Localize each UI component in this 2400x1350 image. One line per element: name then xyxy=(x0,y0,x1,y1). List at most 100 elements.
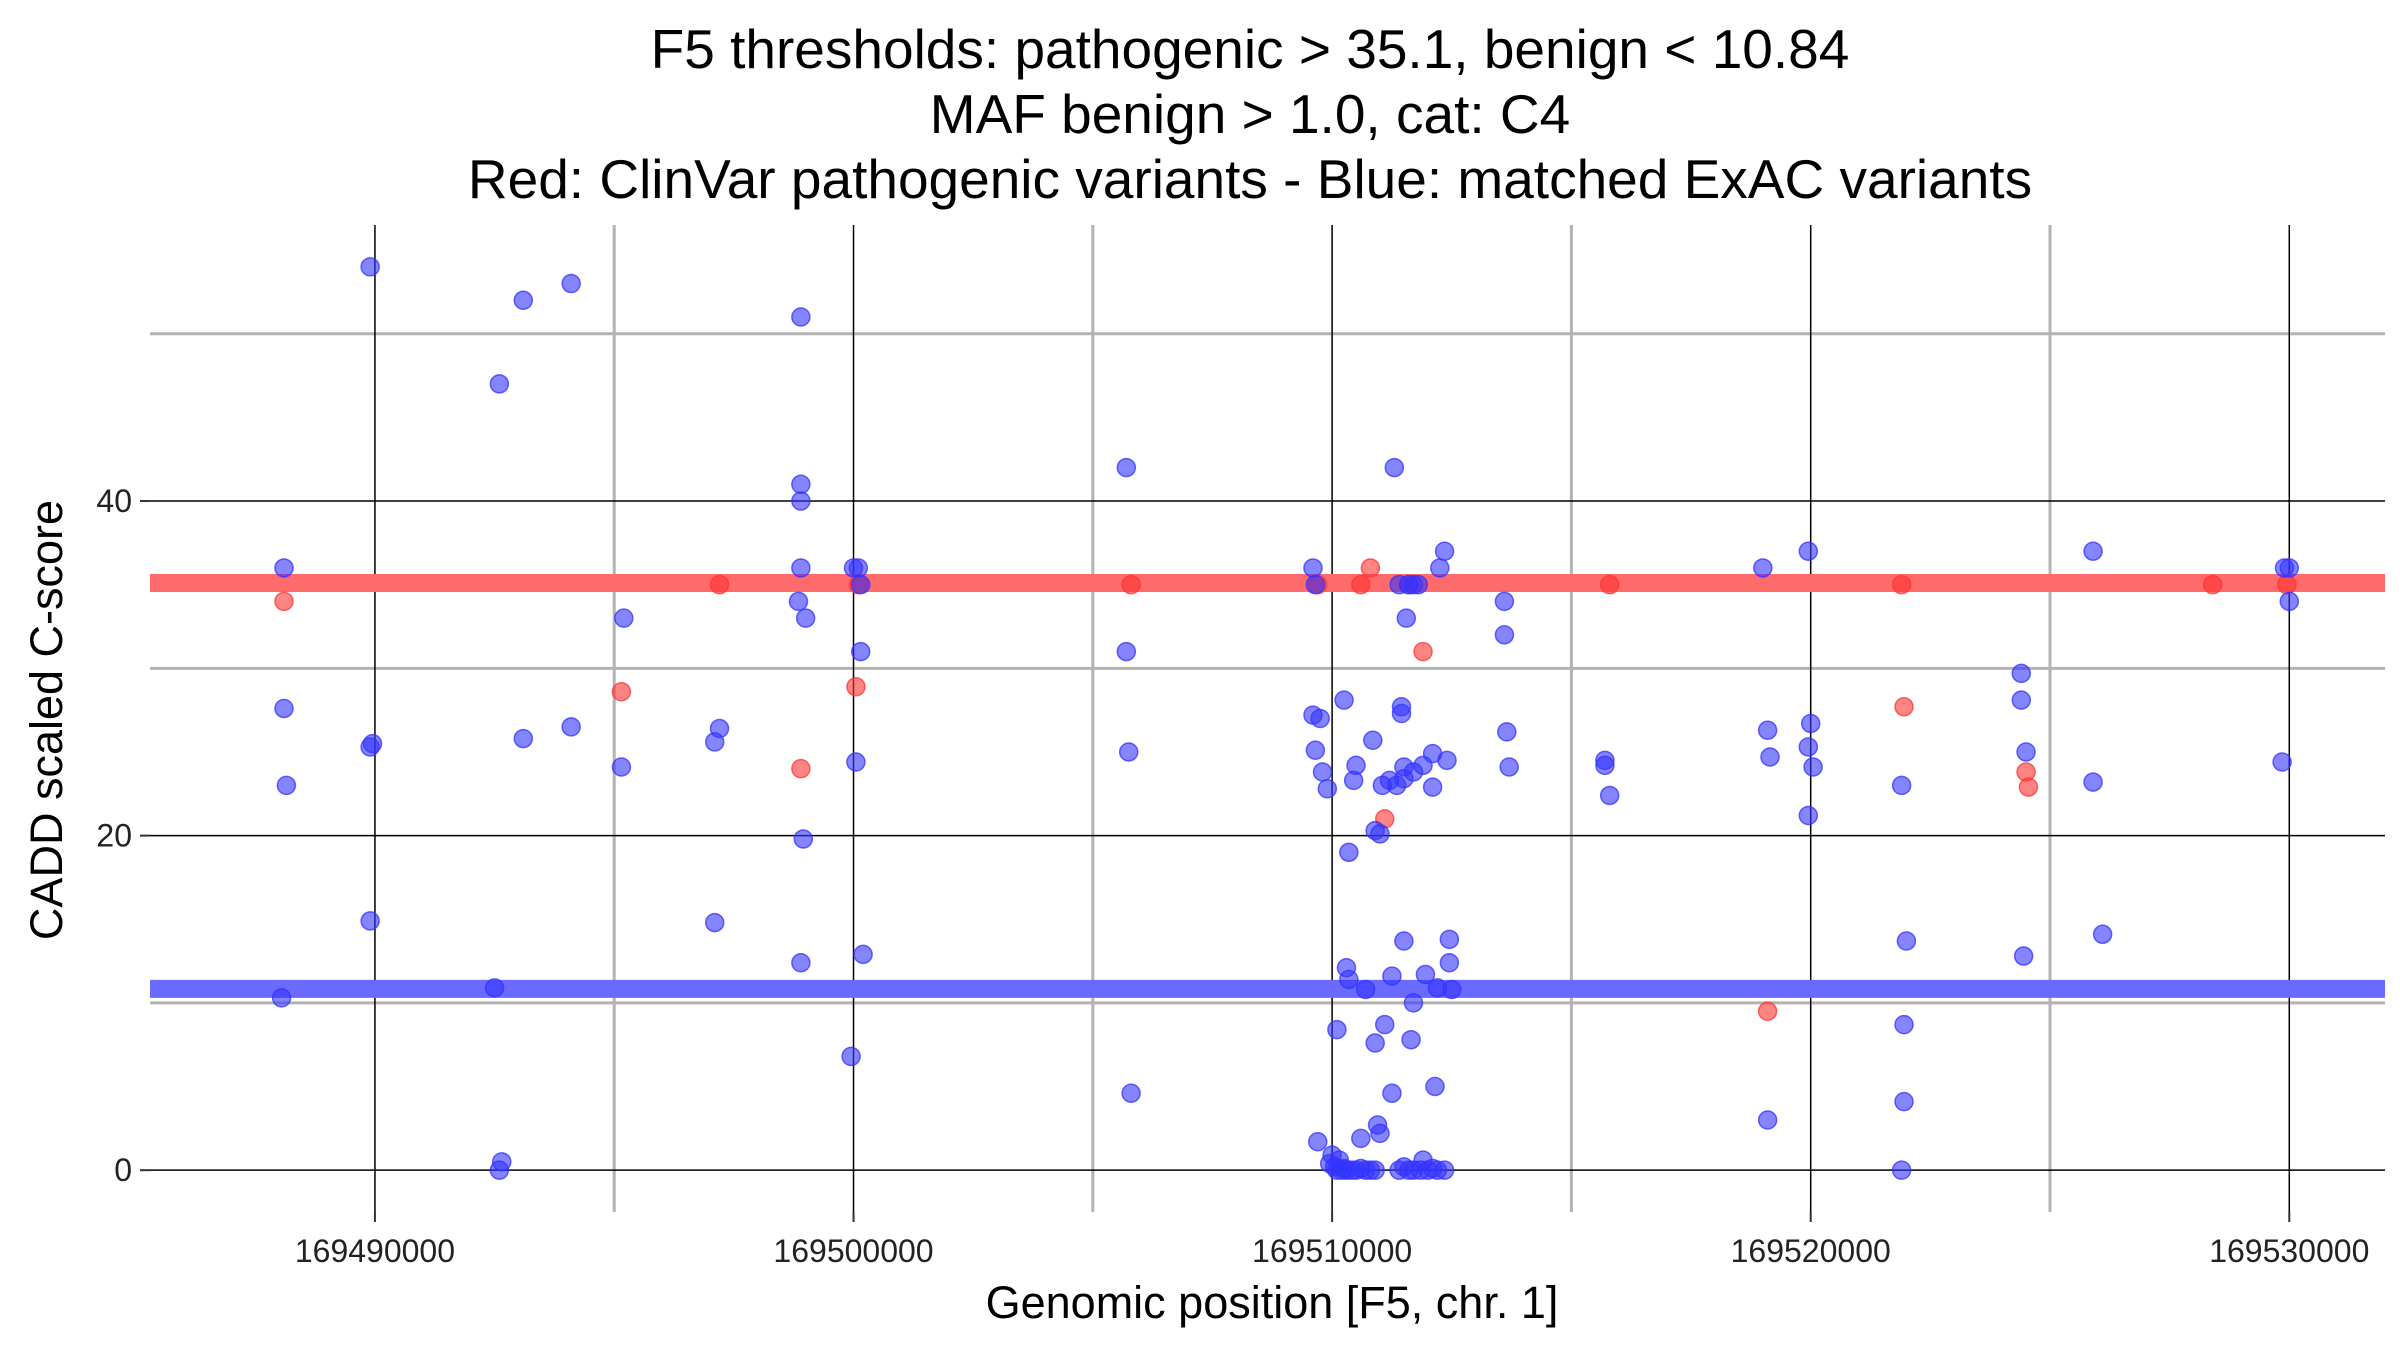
exac-point xyxy=(1367,1115,1388,1135)
exac-point xyxy=(2011,690,2032,710)
exac-point xyxy=(1595,755,1615,776)
exac-point xyxy=(1121,1083,1141,1103)
exac-point xyxy=(1363,730,1383,750)
exac-point xyxy=(853,944,873,965)
exac-point xyxy=(274,698,294,719)
exac-point xyxy=(1312,762,1333,782)
y-tick-label: 20 xyxy=(96,818,132,854)
exac-point xyxy=(1803,757,1823,777)
exac-point xyxy=(1422,777,1443,797)
exac-point xyxy=(791,474,811,495)
exac-point xyxy=(1370,824,1390,844)
exac-point xyxy=(1339,842,1359,863)
clinvar-point xyxy=(2018,777,2039,797)
exac-point xyxy=(1382,1083,1402,1103)
exac-point xyxy=(1305,740,1326,761)
exac-point xyxy=(1896,931,1917,951)
exac-point xyxy=(1327,1019,1347,1040)
minor-gridlines xyxy=(150,225,2385,1212)
exac-point xyxy=(1396,608,1417,628)
exac-point xyxy=(489,374,510,394)
exac-point xyxy=(1800,713,1821,734)
exac-point xyxy=(791,491,811,511)
exac-point xyxy=(1434,1160,1455,1180)
clinvar-point xyxy=(846,676,866,697)
exac-point xyxy=(791,307,811,327)
clinvar-point xyxy=(2277,574,2297,595)
exac-point xyxy=(1757,720,1778,740)
x-tick-label: 169530000 xyxy=(2209,1233,2369,1269)
exac-point xyxy=(1391,703,1412,724)
exac-point xyxy=(1599,785,1620,806)
exac-point xyxy=(611,757,632,777)
clinvar-point xyxy=(1360,558,1381,578)
exac-point xyxy=(1401,1029,1421,1050)
exac-point xyxy=(489,1160,510,1180)
data-points xyxy=(271,257,2300,1180)
exac-point xyxy=(1442,979,1462,1000)
chart-title: F5 thresholds: pathogenic > 35.1, benign… xyxy=(468,18,2032,210)
exac-point xyxy=(1494,591,1515,612)
exac-point xyxy=(841,1046,861,1067)
exac-point xyxy=(1437,750,1457,771)
exac-point xyxy=(1499,757,1519,777)
exac-point xyxy=(848,558,869,578)
exac-point xyxy=(2083,541,2103,561)
exac-point xyxy=(791,558,811,578)
clinvar-point xyxy=(2202,574,2223,595)
x-tick-label: 169500000 xyxy=(773,1233,933,1269)
exac-point xyxy=(1798,805,1819,826)
exac-point xyxy=(2272,752,2292,772)
clinvar-point xyxy=(1121,574,1141,595)
exac-point xyxy=(1425,1076,1445,1097)
title-line-1: F5 thresholds: pathogenic > 35.1, benign… xyxy=(651,18,1850,80)
exac-point xyxy=(484,978,505,998)
exac-point xyxy=(1375,1014,1395,1035)
exac-point xyxy=(1798,737,1819,757)
exac-point xyxy=(704,912,725,933)
exac-point xyxy=(561,273,581,294)
exac-point xyxy=(2083,772,2103,792)
exac-point xyxy=(793,829,814,849)
clinvar-point xyxy=(709,574,730,595)
exac-point xyxy=(561,717,581,737)
major-gridlines xyxy=(150,225,2385,1212)
exac-point xyxy=(2279,591,2300,612)
clinvar-point xyxy=(1413,641,1433,662)
exac-point xyxy=(2092,924,2113,945)
exac-point xyxy=(850,574,871,595)
exac-point xyxy=(1334,690,1354,710)
exac-point xyxy=(1439,952,1460,973)
exac-point xyxy=(1891,775,1912,796)
exac-point xyxy=(1343,770,1364,791)
clinvar-point xyxy=(1757,1001,1778,1022)
exac-point xyxy=(1798,541,1819,561)
exac-point xyxy=(1365,1160,1385,1180)
exac-point xyxy=(709,718,730,739)
exac-point xyxy=(1365,1033,1385,1053)
x-tick-label: 169510000 xyxy=(1252,1233,1412,1269)
exac-point xyxy=(1430,558,1450,578)
x-tick-label: 169520000 xyxy=(1731,1233,1891,1269)
clinvar-point xyxy=(791,758,811,779)
exac-point xyxy=(846,752,866,772)
exac-point xyxy=(360,911,380,931)
exac-point xyxy=(1497,722,1517,742)
exac-point xyxy=(276,775,297,796)
exac-point xyxy=(1303,558,1323,578)
y-tick-label: 0 xyxy=(114,1152,132,1188)
exac-point xyxy=(1310,708,1330,729)
exac-point xyxy=(362,733,383,754)
clinvar-point xyxy=(611,681,632,702)
exac-point xyxy=(513,290,534,311)
exac-point xyxy=(2279,558,2300,578)
exac-point xyxy=(2013,946,2034,966)
clinvar-point xyxy=(274,591,294,612)
exac-point xyxy=(1439,929,1460,950)
exac-point xyxy=(1894,1014,1914,1035)
title-line-2: MAF benign > 1.0, cat: C4 xyxy=(930,83,1570,145)
exac-point xyxy=(1394,931,1414,951)
exac-point xyxy=(788,591,809,612)
exac-point xyxy=(2016,742,2036,762)
exac-point xyxy=(1308,1131,1328,1152)
